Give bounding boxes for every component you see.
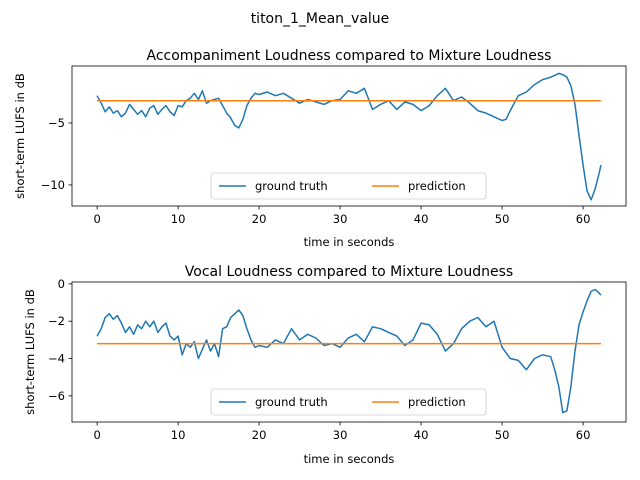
x-tick-label: 60: [576, 212, 591, 226]
legend-ground-truth-label: ground truth: [255, 179, 328, 193]
x-tick-label: 20: [252, 428, 267, 442]
subplot-vocal-xlabel: time in seconds: [304, 452, 395, 466]
x-tick-label: 30: [333, 212, 348, 226]
subplot-vocal-title: Vocal Loudness compared to Mixture Loudn…: [185, 264, 513, 280]
x-tick-label: 50: [495, 212, 510, 226]
subplot-vocal-series-layer: [96, 288, 602, 414]
series-ground-truth-line: [96, 288, 602, 414]
figure-title: titon_1_Mean_value: [251, 11, 390, 27]
subplot-accompaniment-xlabel: time in seconds: [304, 235, 395, 249]
legend-prediction-label: prediction: [408, 179, 466, 193]
subplot-vocal-ylabel: short-term LUFS in dB: [23, 289, 37, 415]
x-tick-label: 20: [252, 212, 267, 226]
subplot-accompaniment-ylabel: short-term LUFS in dB: [13, 73, 27, 199]
subplot-accompaniment-ticks-layer: 0 10 20 30 40 50 60 −10 −5: [41, 116, 591, 226]
x-tick-label: 0: [93, 428, 100, 442]
subplot-vocal-legend: ground truth prediction: [210, 388, 487, 416]
legend-prediction-label: prediction: [408, 395, 466, 409]
subplot-vocal: Vocal Loudness compared to Mixture Loudn…: [23, 264, 627, 466]
subplot-accompaniment: Accompaniment Loudness compared to Mixtu…: [13, 48, 627, 249]
x-tick-label: 30: [333, 428, 348, 442]
y-tick-label: −4: [48, 352, 65, 366]
subplot-vocal-ticks-layer: 0 10 20 30 40 50 60 −6 −4 −2 0: [48, 277, 590, 442]
y-tick-label: −10: [41, 178, 65, 192]
legend-ground-truth-label: ground truth: [255, 395, 328, 409]
y-tick-label: 0: [58, 277, 65, 291]
legend-box: [210, 388, 487, 416]
y-tick-label: −6: [48, 389, 65, 403]
subplot-accompaniment-title: Accompaniment Loudness compared to Mixtu…: [147, 48, 552, 64]
x-tick-label: 40: [414, 428, 429, 442]
x-tick-label: 10: [171, 212, 186, 226]
subplot-accompaniment-frame: [71, 65, 627, 207]
y-tick-label: −2: [48, 314, 65, 328]
legend-box: [210, 172, 487, 200]
x-tick-label: 40: [414, 212, 429, 226]
y-tick-label: −5: [48, 116, 65, 130]
x-tick-label: 10: [171, 428, 186, 442]
subplot-accompaniment-legend: ground truth prediction: [210, 172, 487, 200]
x-tick-label: 50: [495, 428, 510, 442]
subplot-vocal-frame: [71, 281, 627, 423]
subplot-accompaniment-series-layer: [96, 72, 602, 201]
x-tick-label: 0: [93, 212, 100, 226]
x-tick-label: 60: [576, 428, 591, 442]
